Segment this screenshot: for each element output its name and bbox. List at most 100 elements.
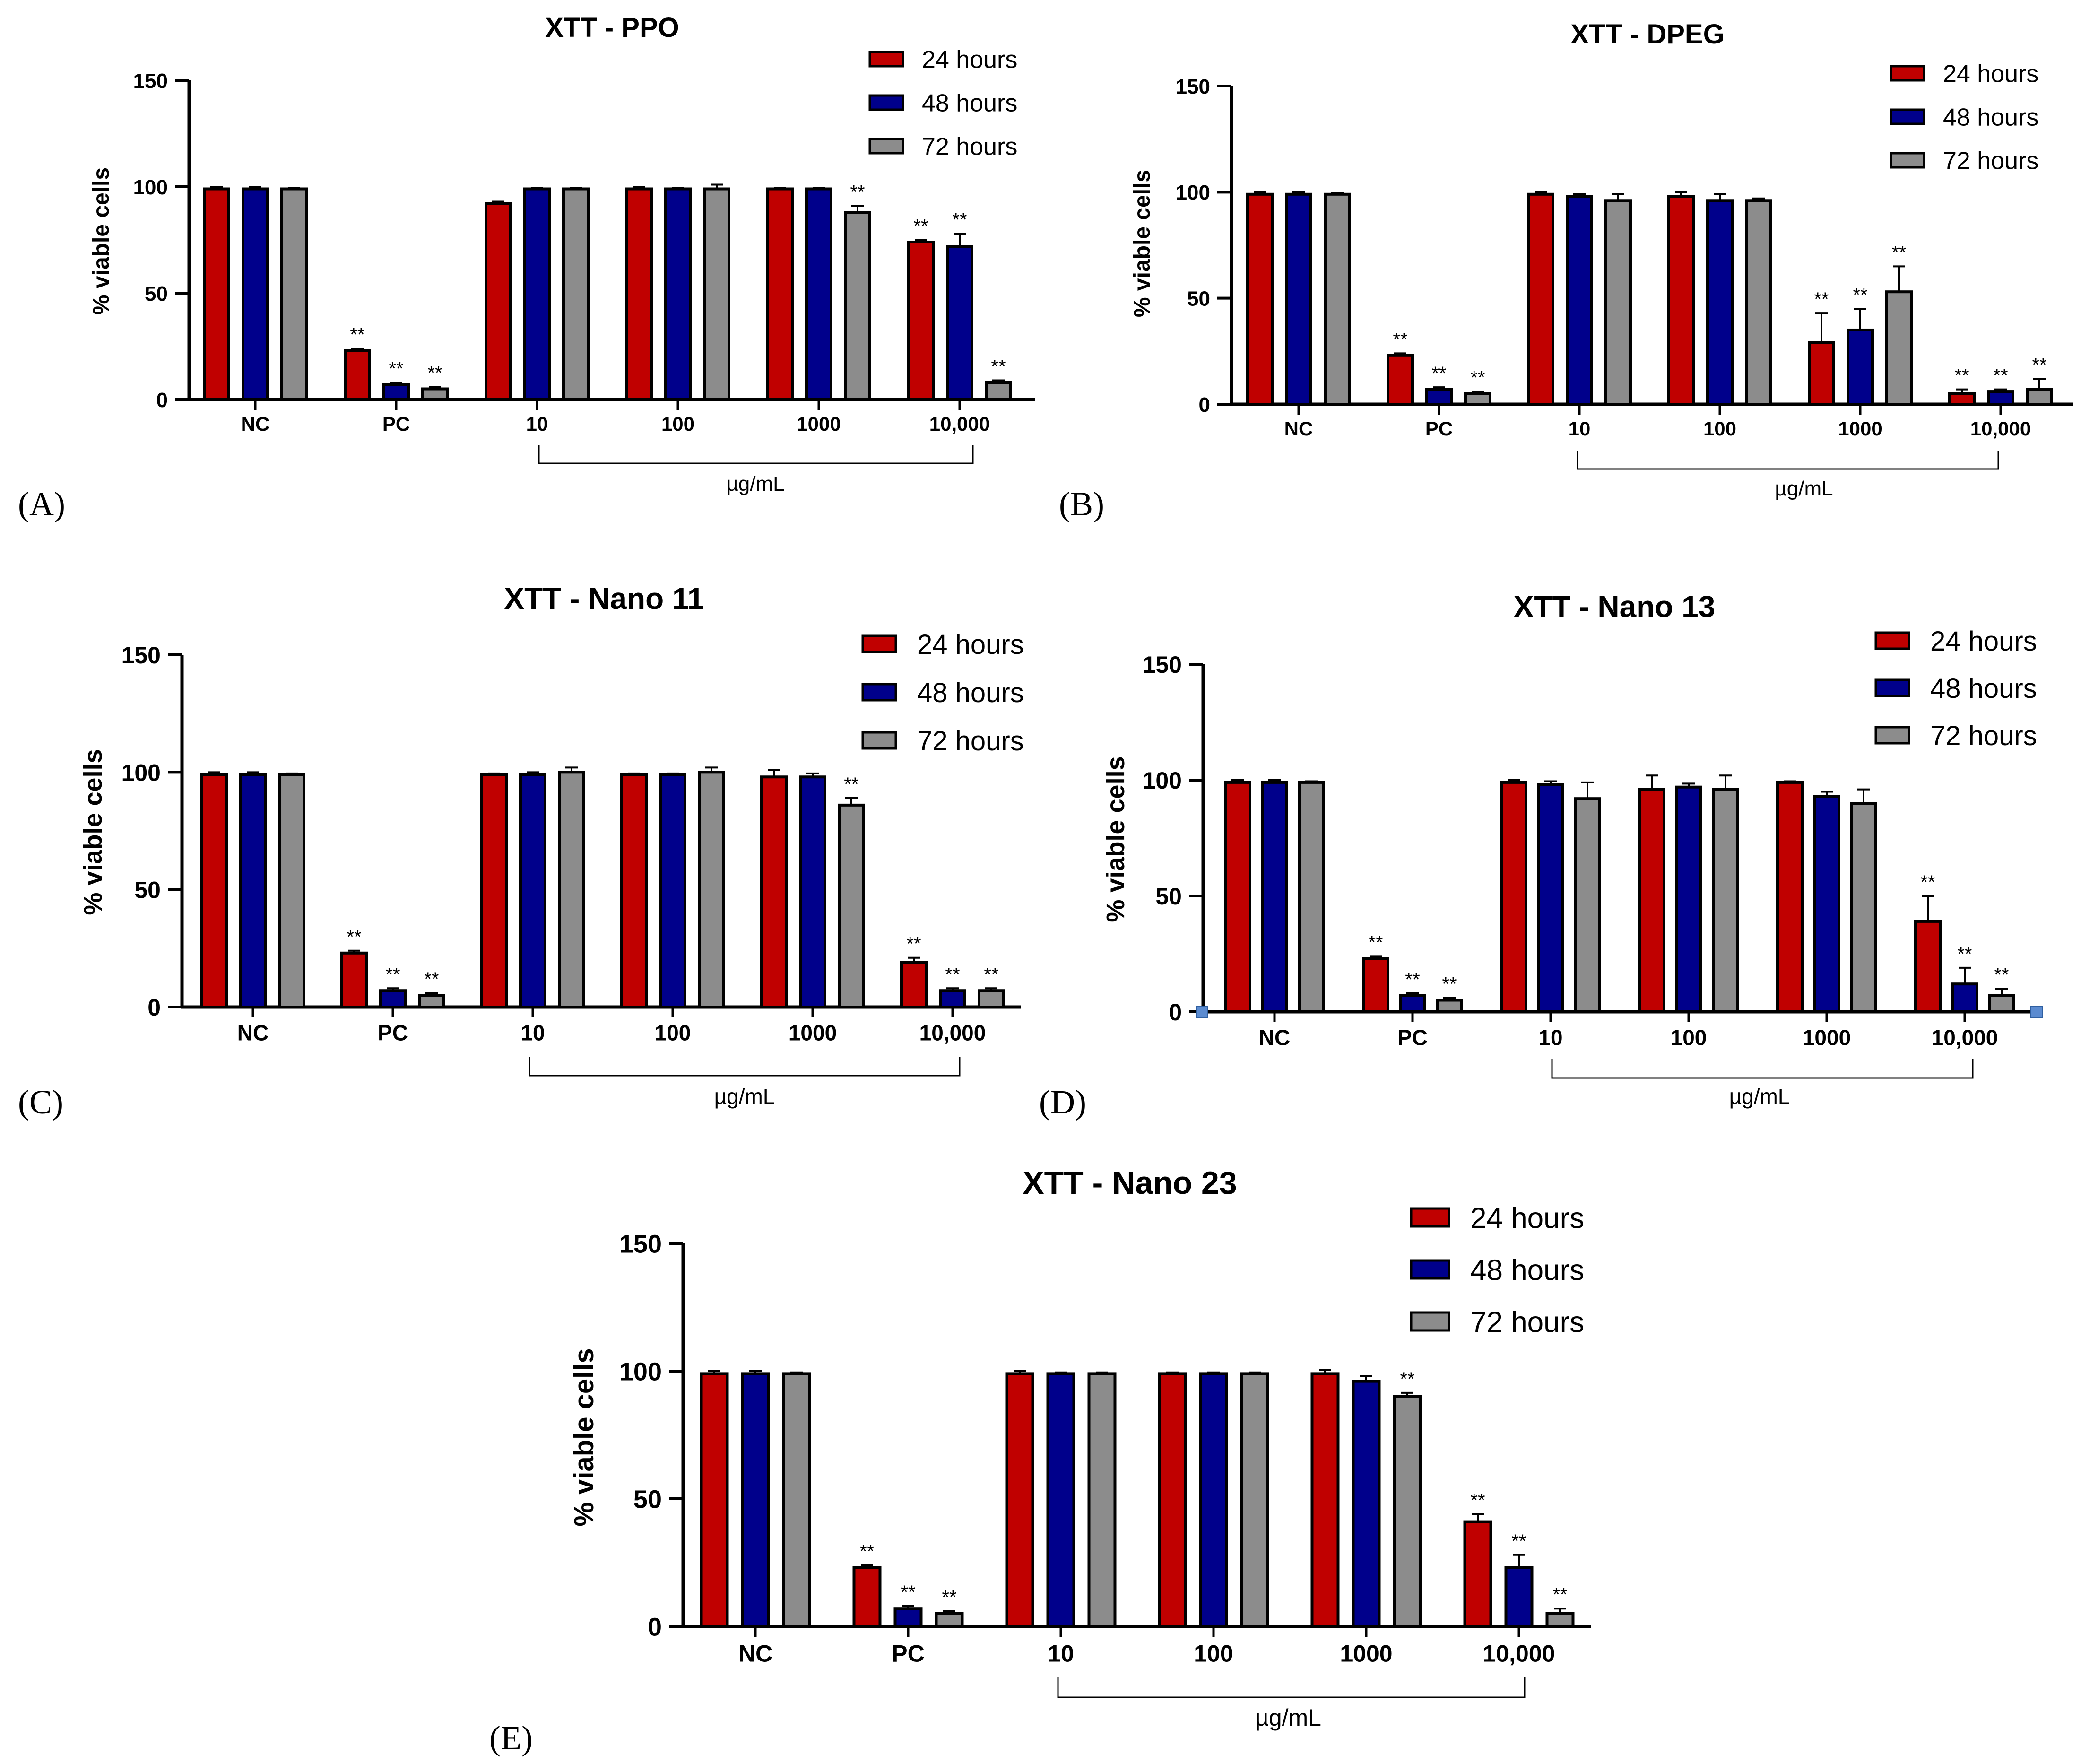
bar-24-hours-10	[480, 773, 508, 1009]
legend-label: 48 hours	[917, 678, 1024, 708]
bar-48-hours-10,000	[1504, 1566, 1534, 1628]
bar-72-hours-100	[703, 187, 730, 401]
y-tick-label: 150	[133, 70, 168, 93]
x-tick-label: NC	[241, 413, 270, 435]
significance-marker: **	[1511, 1531, 1526, 1552]
bar-48-hours-10	[1566, 195, 1593, 406]
significance-marker: **	[1470, 367, 1485, 388]
x-tick-label: 10	[1569, 417, 1591, 440]
bar-48-hours-10	[1046, 1372, 1075, 1628]
bar-72-hours-10,000	[1545, 1612, 1575, 1628]
x-tick-label: 10	[1048, 1641, 1074, 1667]
y-tick-label: 0	[648, 1613, 662, 1641]
legend-label: 72 hours	[1470, 1306, 1584, 1338]
bar-48-hours-100	[1199, 1372, 1228, 1628]
bar-24-hours-1000	[760, 775, 788, 1009]
bar-24-hours-PC	[1362, 957, 1389, 1014]
panel-label: (C)	[18, 1083, 63, 1121]
bar-48-hours-1000	[799, 775, 826, 1009]
bar-72-hours-1000	[844, 211, 871, 401]
bar-72-hours-1000	[1850, 802, 1877, 1013]
bar-72-hours-1000	[1885, 290, 1913, 406]
bar-48-hours-100	[1675, 785, 1702, 1013]
legend: 24 hours 48 hours 72 hours	[861, 629, 1024, 756]
bar-72-hours-10	[1574, 797, 1601, 1013]
legend-swatch	[1890, 152, 1925, 169]
bar-24-hours-100	[625, 187, 653, 401]
x-tick-label: 1000	[1803, 1025, 1851, 1050]
bar-24-hours-1000	[1776, 781, 1804, 1014]
y-axis-label: % viable cells	[79, 749, 107, 915]
bar-72-hours-PC	[418, 994, 445, 1009]
bar-24-hours-10	[1500, 781, 1527, 1014]
x-tick-label: NC	[237, 1020, 269, 1045]
bar-48-hours-PC	[1425, 388, 1453, 406]
significance-marker: **	[1552, 1584, 1567, 1605]
bar-72-hours-100	[1712, 788, 1739, 1013]
bar-72-hours-10,000	[978, 989, 1005, 1009]
bar-48-hours-100	[664, 187, 692, 401]
bar-24-hours-PC	[344, 349, 371, 401]
significance-marker: **	[385, 964, 400, 985]
bar-72-hours-NC	[1298, 781, 1325, 1014]
bar-48-hours-10,000	[1987, 390, 2014, 406]
significance-marker: **	[942, 1587, 956, 1608]
significance-marker: **	[424, 969, 439, 990]
legend-swatch	[1890, 108, 1925, 125]
y-tick-label: 100	[1176, 181, 1210, 204]
significance-marker: **	[347, 927, 361, 947]
bar-72-hours-100	[698, 771, 725, 1009]
y-tick-label: 50	[1155, 883, 1182, 910]
bar-48-hours-1000	[1352, 1380, 1381, 1628]
significance-marker: **	[901, 1582, 915, 1603]
significance-marker: **	[913, 216, 928, 237]
y-tick-label: 50	[633, 1485, 662, 1513]
y-axis-label: % viable cells	[569, 1348, 599, 1526]
bar-24-hours-PC	[340, 951, 368, 1009]
panel-label: (E)	[489, 1719, 533, 1757]
x-tick-label: 10,000	[919, 1020, 986, 1045]
bar-48-hours-100	[659, 773, 686, 1009]
x-tick-label: 100	[655, 1020, 691, 1045]
bar-72-hours-PC	[1464, 392, 1491, 406]
significance-marker: **	[1891, 242, 1906, 263]
bar-72-hours-100	[1745, 199, 1772, 406]
chart-panel-1: XTT - PPO 0 50 100 150 % viable cells NC PC ** **…	[18, 12, 1035, 523]
x-axis-unit-label: µg/mL	[1255, 1704, 1321, 1731]
x-axis-unit-label: µg/mL	[726, 472, 784, 495]
y-tick-label: 50	[145, 282, 168, 305]
bar-24-hours-100	[620, 773, 648, 1009]
x-tick-label: 10	[520, 1020, 545, 1045]
y-tick-label: 0	[147, 994, 161, 1021]
x-tick-label: 100	[1194, 1641, 1233, 1667]
significance-marker: **	[350, 324, 364, 345]
bar-72-hours-10,000	[985, 381, 1012, 401]
x-axis-unit-label: µg/mL	[1775, 477, 1833, 500]
y-tick-label: 50	[134, 877, 161, 904]
x-tick-label: NC	[738, 1641, 772, 1667]
x-tick-label: 100	[661, 413, 694, 435]
significance-marker: **	[1431, 363, 1446, 384]
bar-72-hours-PC	[935, 1612, 964, 1628]
bar-24-hours-10,000	[907, 241, 935, 401]
chart-panel-4: XTT - Nano 13 0 50 100 150 % viable cells NC PC…	[1039, 590, 2038, 1121]
chart-title: XTT - Nano 13	[1514, 590, 1716, 624]
significance-marker: **	[1853, 285, 1867, 305]
significance-marker: **	[1954, 365, 1969, 386]
x-tick-label: 10	[526, 413, 548, 435]
bar-24-hours-10	[1527, 192, 1554, 406]
bar-72-hours-PC	[1436, 999, 1463, 1013]
bar-72-hours-10	[558, 771, 585, 1009]
bar-24-hours-10,000	[1914, 920, 1942, 1014]
x-tick-label: PC	[378, 1020, 408, 1045]
x-tick-label: PC	[1397, 1025, 1428, 1050]
legend-label: 24 hours	[1943, 61, 2038, 88]
x-tick-label: 1000	[797, 413, 841, 435]
bar-24-hours-10	[485, 202, 512, 401]
concentration-bracket	[1551, 1059, 1974, 1079]
x-tick-label: 1000	[1340, 1641, 1392, 1667]
bar-24-hours-1000	[766, 187, 794, 401]
bar-48-hours-NC	[1285, 192, 1312, 406]
y-axis-label: % viable cells	[1101, 756, 1130, 922]
